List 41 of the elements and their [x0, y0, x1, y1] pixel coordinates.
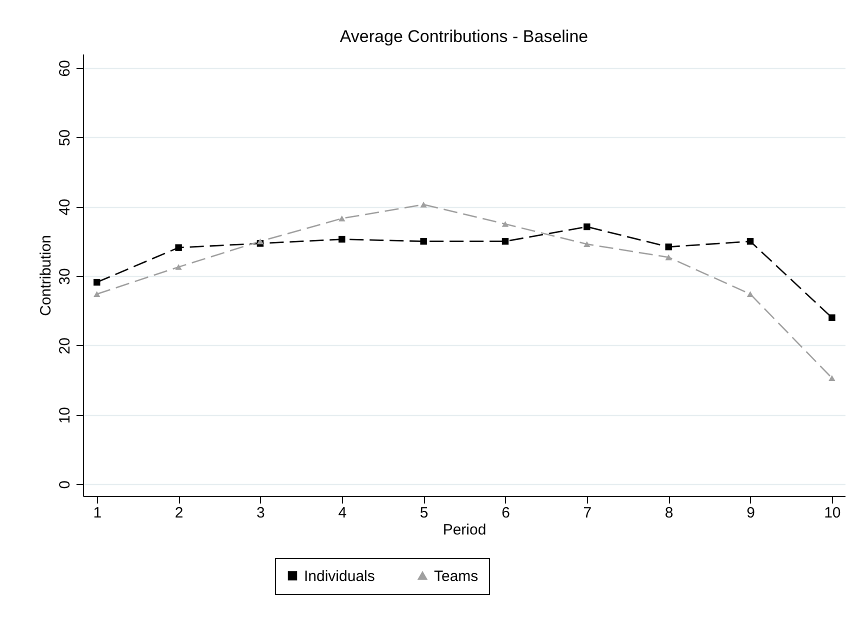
- x-tick-label: 5: [420, 504, 428, 522]
- point: [502, 238, 509, 245]
- point: [175, 264, 182, 270]
- x-tick-label: 8: [664, 504, 674, 522]
- x-tick-label: 1: [93, 504, 102, 522]
- point: [828, 314, 836, 322]
- x-tick-label: 2: [174, 504, 184, 522]
- point: [338, 236, 346, 243]
- x-tick-label: 4: [338, 504, 347, 522]
- point: [665, 254, 672, 260]
- y-tick-label: 10: [56, 406, 74, 424]
- x-tick-label: 6: [502, 504, 510, 522]
- x-tick-label: 3: [256, 504, 265, 522]
- y-tick-label: 0: [56, 480, 74, 489]
- x-tick-label: 10: [824, 504, 841, 522]
- y-tick-label: 40: [56, 198, 74, 216]
- x-axis-title: Period: [442, 522, 486, 538]
- point: [746, 291, 754, 297]
- x-tick-label: 9: [746, 504, 755, 522]
- y-tick-label: 30: [56, 268, 74, 285]
- legend-label: Teams: [434, 568, 478, 585]
- point: [746, 238, 754, 245]
- point: [94, 278, 100, 286]
- point: [175, 244, 182, 251]
- point: [338, 216, 346, 222]
- point: [420, 238, 427, 245]
- point: [420, 202, 427, 208]
- point: [584, 223, 590, 230]
- legend-label: Individuals: [304, 568, 375, 585]
- x-tick-label: 7: [583, 504, 592, 522]
- point: [665, 244, 672, 250]
- point: [828, 375, 836, 381]
- point: [94, 291, 100, 297]
- y-tick-label: 20: [56, 338, 74, 354]
- point: [256, 238, 264, 244]
- y-tick-label: 50: [56, 129, 74, 146]
- chart-title: Average Contributions - Baseline: [340, 27, 588, 46]
- point: [502, 221, 509, 227]
- y-axis-title: Contribution: [38, 235, 54, 316]
- y-tick-label: 60: [56, 60, 74, 77]
- point: [584, 241, 590, 248]
